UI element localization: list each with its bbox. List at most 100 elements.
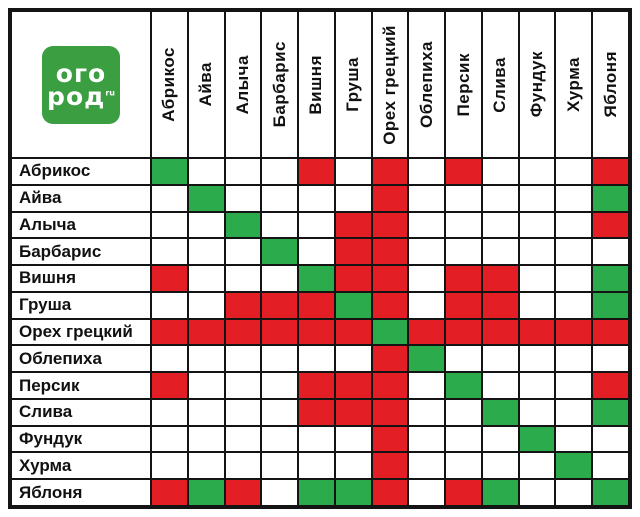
matrix-cell [371, 184, 409, 212]
matrix-cell [261, 398, 299, 426]
matrix-cell [187, 425, 225, 453]
column-header-label: Яблоня [600, 51, 620, 118]
matrix-cell [518, 345, 556, 373]
column-header-label: Фундук [527, 51, 547, 118]
matrix-cell [518, 398, 556, 426]
column-header-label: Облепиха [416, 41, 436, 128]
column-header-label: Алыча [232, 54, 252, 115]
matrix-cell [334, 372, 372, 399]
matrix-cell [555, 265, 593, 292]
row-header-label: Груша [19, 295, 72, 315]
matrix-cell [298, 479, 335, 506]
logo-cell: ого родru [11, 11, 151, 158]
matrix-cell [592, 265, 629, 292]
matrix-cell [298, 318, 335, 346]
row-header-10: Слива [11, 398, 151, 426]
row-header-4: Барбарис [11, 238, 151, 266]
matrix-cell [334, 345, 372, 373]
matrix-cell [408, 398, 446, 426]
matrix-cell [408, 265, 446, 292]
row-header-1: Абрикос [11, 158, 151, 185]
matrix-cell [592, 318, 629, 346]
matrix-cell [518, 265, 556, 292]
matrix-cell [151, 318, 188, 346]
matrix-cell [334, 398, 372, 426]
matrix-cell [592, 425, 629, 453]
matrix-cell [151, 238, 188, 266]
matrix-cell [408, 479, 446, 506]
matrix-cell [298, 291, 335, 319]
matrix-cell [445, 398, 482, 426]
matrix-cell [224, 479, 262, 506]
matrix-cell [481, 184, 519, 212]
matrix-cell [518, 211, 556, 239]
matrix-cell [481, 291, 519, 319]
matrix-cell [518, 318, 556, 346]
matrix-cell [408, 345, 446, 373]
matrix-cell [261, 452, 299, 480]
column-header-12: Хурма [555, 11, 593, 158]
matrix-cell [224, 238, 262, 266]
row-header-3: Алыча [11, 211, 151, 239]
matrix-cell [298, 425, 335, 453]
column-header-label: Груша [343, 57, 363, 112]
matrix-cell [518, 184, 556, 212]
matrix-cell [518, 291, 556, 319]
matrix-cell [371, 318, 409, 346]
matrix-cell [261, 158, 299, 185]
matrix-cell [481, 318, 519, 346]
matrix-cell [555, 398, 593, 426]
matrix-cell [592, 372, 629, 399]
matrix-cell [371, 479, 409, 506]
matrix-cell [445, 158, 482, 185]
matrix-cell [187, 184, 225, 212]
matrix-cell [445, 318, 482, 346]
logo-text-line1: ого [55, 58, 107, 88]
row-header-12: Хурма [11, 452, 151, 480]
matrix-cell [151, 345, 188, 373]
matrix-cell [481, 398, 519, 426]
matrix-cell [151, 398, 188, 426]
matrix-cell [445, 479, 482, 506]
matrix-cell [518, 479, 556, 506]
row-header-label: Яблоня [19, 482, 83, 502]
matrix-cell [224, 158, 262, 185]
matrix-cell [187, 158, 225, 185]
matrix-cell [555, 318, 593, 346]
matrix-cell [151, 291, 188, 319]
matrix-cell [518, 238, 556, 266]
matrix-cell [592, 398, 629, 426]
matrix-cell [481, 452, 519, 480]
column-header-label: Барбарис [269, 41, 289, 128]
matrix-cell [261, 372, 299, 399]
column-header-label: Вишня [306, 54, 326, 115]
column-header-9: Персик [445, 11, 482, 158]
matrix-cell [187, 452, 225, 480]
matrix-cell [151, 452, 188, 480]
matrix-cell [261, 184, 299, 212]
matrix-cell [555, 158, 593, 185]
matrix-cell [371, 211, 409, 239]
column-header-10: Слива [481, 11, 519, 158]
matrix-cell [481, 211, 519, 239]
matrix-cell [555, 291, 593, 319]
matrix-cell [224, 291, 262, 319]
row-header-label: Фундук [19, 429, 83, 449]
column-header-7: Орех грецкий [371, 11, 409, 158]
row-header-7: Орех грецкий [11, 318, 151, 346]
matrix-cell [445, 291, 482, 319]
row-header-6: Груша [11, 291, 151, 319]
column-header-label: Хурма [563, 57, 583, 112]
logo-text-line2: родru [47, 84, 115, 109]
matrix-cell [224, 265, 262, 292]
matrix-cell [187, 479, 225, 506]
matrix-cell [408, 238, 446, 266]
matrix-cell [408, 291, 446, 319]
matrix-cell [298, 158, 335, 185]
matrix-cell [371, 345, 409, 373]
column-header-2: Айва [187, 11, 225, 158]
matrix-cell [224, 211, 262, 239]
matrix-cell [151, 158, 188, 185]
matrix-cell [518, 158, 556, 185]
matrix-cell [261, 345, 299, 373]
